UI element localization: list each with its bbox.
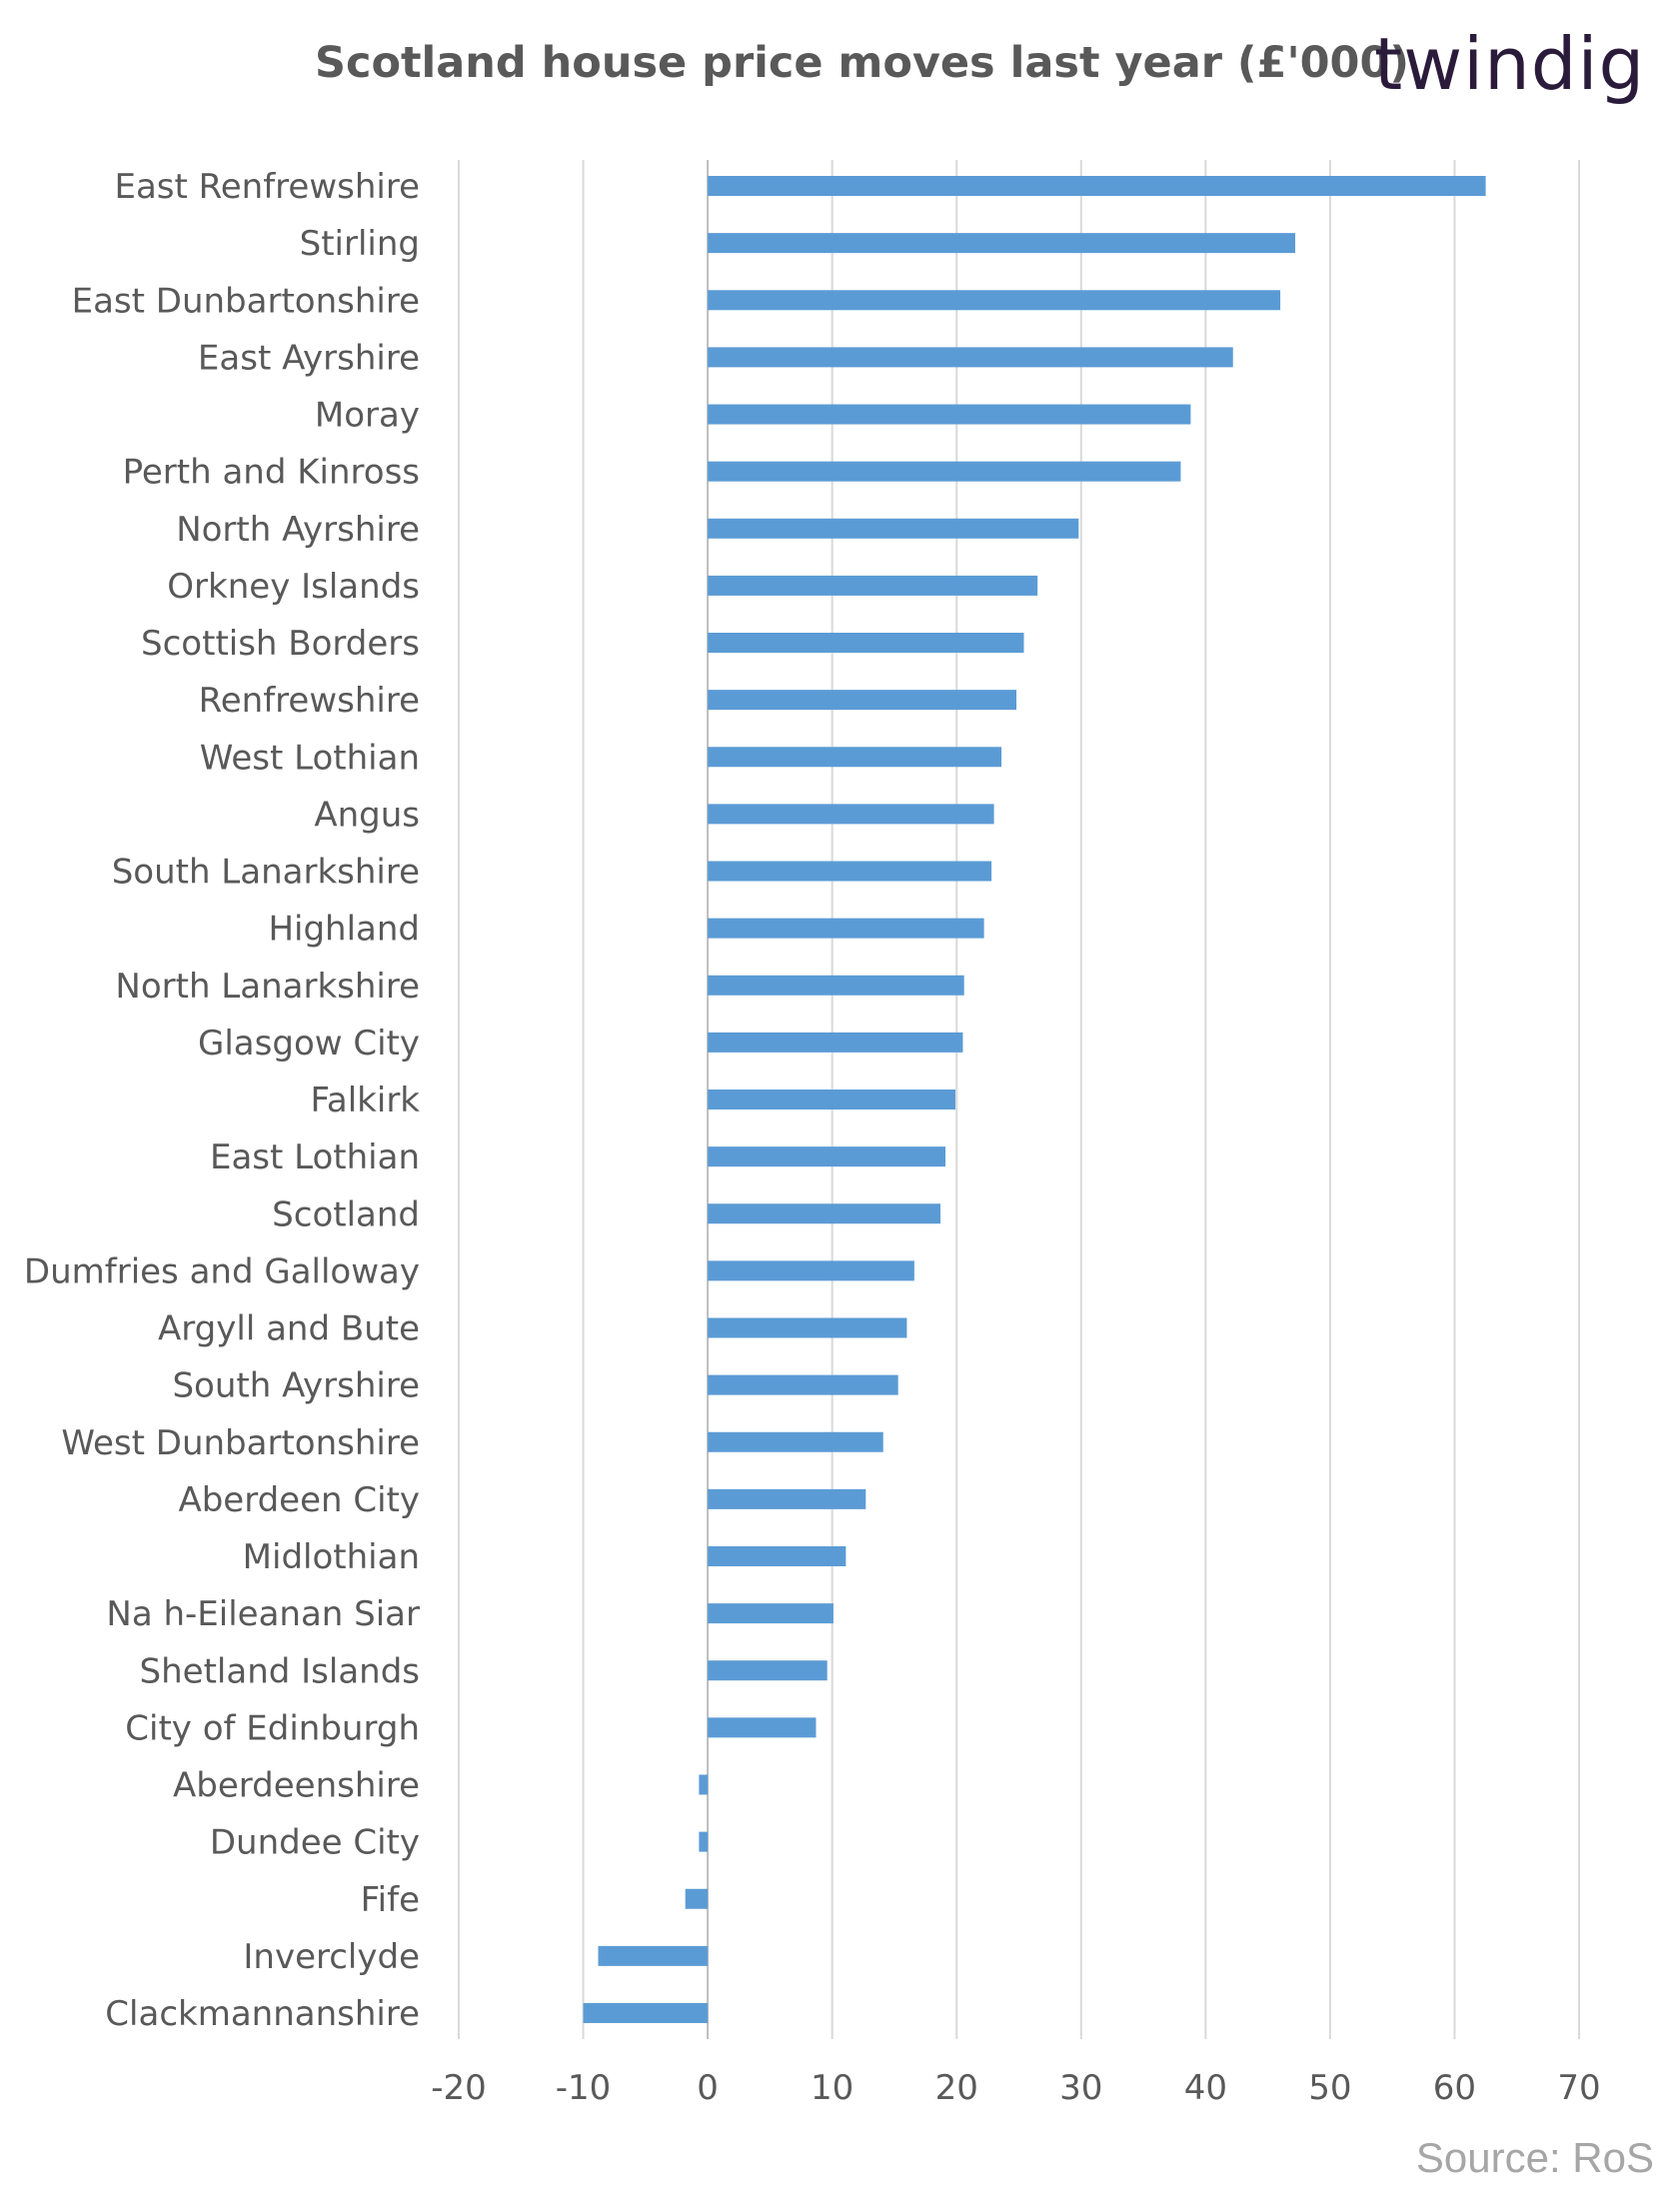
category-label: Renfrewshire: [199, 681, 420, 721]
category-label: Dumfries and Galloway: [24, 1251, 420, 1291]
x-tick-label: 70: [1557, 2068, 1600, 2108]
bar: [583, 2003, 709, 2023]
bar: [708, 518, 1079, 539]
bar: [685, 1888, 709, 1909]
bar: [708, 1488, 866, 1509]
bar: [699, 1774, 709, 1795]
bar: [708, 461, 1181, 482]
category-label: Glasgow City: [198, 1024, 420, 1064]
category-label: East Ayrshire: [198, 338, 420, 378]
bar: [708, 1203, 941, 1224]
category-label: North Ayrshire: [176, 510, 420, 550]
gridlines: [458, 160, 1580, 2039]
bar: [708, 918, 984, 939]
bar: [708, 1431, 883, 1452]
x-tick-label: 40: [1184, 2068, 1227, 2108]
category-label: Perth and Kinross: [123, 453, 420, 493]
category-label: West Dunbartonshire: [61, 1423, 420, 1463]
chart-title: Scotland house price moves last year (£'…: [315, 38, 1410, 88]
category-label: East Renfrewshire: [114, 167, 420, 207]
bar: [708, 861, 992, 882]
category-label: Clackmannanshire: [105, 1994, 420, 2034]
bar: [708, 404, 1191, 425]
bar: [708, 747, 1002, 768]
category-label: East Dunbartonshire: [72, 281, 420, 321]
bar: [708, 1146, 946, 1167]
x-tick-label: 0: [697, 2068, 719, 2108]
bar: [708, 1260, 914, 1281]
category-labels: East Renfrewshire Stirling East Dunbartons…: [24, 167, 420, 2034]
x-tick-label: -20: [431, 2068, 487, 2108]
category-label: Scotland: [272, 1194, 420, 1234]
category-label: Fife: [361, 1880, 420, 1920]
category-label: South Ayrshire: [172, 1366, 420, 1406]
bar: [708, 1032, 963, 1053]
bar: [708, 1090, 955, 1109]
brand-wordmark: twindig: [1374, 22, 1646, 106]
bar: [708, 1374, 898, 1395]
x-tick-label: 30: [1059, 2068, 1102, 2108]
category-label: Angus: [314, 795, 420, 835]
bar: [708, 233, 1296, 254]
bar: [708, 804, 994, 825]
bar: [708, 1603, 834, 1624]
category-label: Shetland Islands: [140, 1651, 420, 1691]
x-tick-label: 20: [935, 2068, 978, 2108]
category-label: Dundee City: [210, 1823, 420, 1863]
bar: [708, 176, 1486, 196]
source-note: Source: RoS: [1415, 2134, 1654, 2181]
category-label: South Lanarkshire: [112, 853, 420, 893]
x-tick-labels: -20 -10 0 10 20 30 40 50 60 70: [431, 2068, 1600, 2108]
bar: [598, 1945, 709, 1966]
category-label: North Lanarkshire: [115, 967, 420, 1007]
category-label: Scottish Borders: [141, 624, 420, 664]
category-label: Argyll and Bute: [158, 1309, 420, 1349]
category-label: Midlothian: [243, 1537, 420, 1577]
bar: [708, 975, 964, 996]
category-label: Falkirk: [310, 1081, 420, 1120]
category-label: Na h-Eileanan Siar: [106, 1594, 420, 1634]
bars: [583, 176, 1486, 2023]
bar: [708, 690, 1017, 711]
bar: [708, 1660, 828, 1681]
category-label: Orkney Islands: [167, 567, 420, 607]
x-tick-label: 50: [1308, 2068, 1351, 2108]
bar: [708, 347, 1233, 368]
x-tick-label: 60: [1433, 2068, 1476, 2108]
bar: [708, 633, 1024, 653]
bar: [708, 575, 1038, 596]
bar: [708, 1546, 846, 1566]
category-label: East Lothian: [210, 1137, 420, 1177]
category-label: Highland: [268, 910, 420, 950]
category-label: West Lothian: [200, 738, 420, 778]
x-tick-label: 10: [811, 2068, 853, 2108]
bar: [699, 1831, 709, 1852]
bar: [708, 290, 1281, 311]
category-label: Aberdeen City: [178, 1480, 420, 1520]
category-label: Inverclyde: [243, 1937, 420, 1977]
category-label: City of Edinburgh: [125, 1708, 420, 1748]
bar: [708, 1717, 817, 1738]
bar: [708, 1317, 907, 1338]
x-tick-label: -10: [556, 2068, 612, 2108]
category-label: Stirling: [300, 224, 420, 264]
category-label: Aberdeenshire: [173, 1766, 420, 1806]
category-label: Moray: [315, 396, 420, 436]
twindig-logo: twindig: [1374, 22, 1645, 106]
